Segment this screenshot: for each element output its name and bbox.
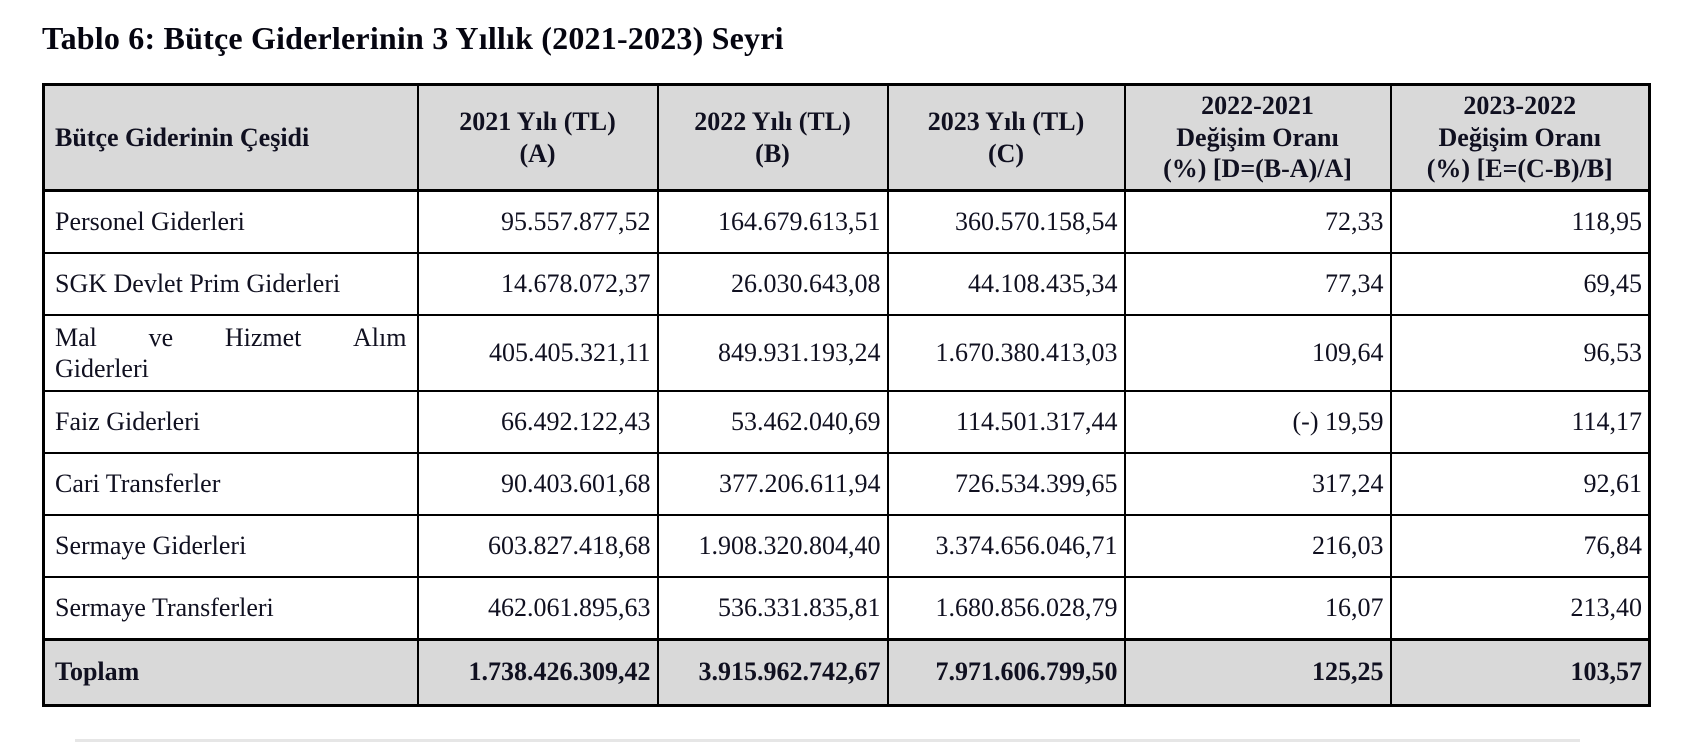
value-cell-2021: 90.403.601,68 (416, 452, 659, 517)
table-header-row: Bütçe Giderinin Çeşidi 2021 Yılı (TL) (A… (42, 83, 1651, 193)
value-cell-change-2022-2021: 109,64 (1123, 313, 1392, 393)
value-cell-change-2022-2021: 216,03 (1123, 514, 1392, 579)
row-label-cell: Sermaye Giderleri (42, 514, 419, 579)
row-label-cell: Sermaye Transferleri (42, 576, 419, 641)
total-value-2021: 1.738.426.309,42 (416, 637, 659, 707)
value-cell-2022: 377.206.611,94 (656, 452, 889, 517)
total-value-2022: 3.915.962.742,67 (656, 637, 889, 707)
table-row: Sermaye Giderleri 603.827.418,68 1.908.3… (42, 514, 1651, 579)
table-row: SGK Devlet Prim Giderleri 14.678.072,37 … (42, 251, 1651, 316)
row-label-cell: Faiz Giderleri (42, 390, 419, 455)
total-value-change-2023-2022: 103,57 (1389, 637, 1651, 707)
row-label-cell: SGK Devlet Prim Giderleri (42, 251, 419, 316)
table-title: Tablo 6: Bütçe Giderlerinin 3 Yıllık (20… (42, 20, 784, 56)
value-cell-2022: 26.030.643,08 (656, 251, 889, 316)
value-cell-2022: 536.331.835,81 (656, 576, 889, 641)
value-cell-change-2022-2021: 16,07 (1123, 576, 1392, 641)
value-cell-2023: 44.108.435,34 (886, 251, 1126, 316)
value-cell-2021: 603.827.418,68 (416, 514, 659, 579)
value-cell-change-2022-2021: (-) 19,59 (1123, 390, 1392, 455)
column-header-change-2023-2022: 2023-2022 Değişim Oranı (%) [E=(C-B)/B] (1389, 83, 1651, 193)
value-cell-change-2023-2022: 96,53 (1389, 313, 1651, 393)
column-header-2023: 2023 Yılı (TL) (C) (886, 83, 1126, 193)
value-cell-2021: 66.492.122,43 (416, 390, 659, 455)
value-cell-change-2023-2022: 76,84 (1389, 514, 1651, 579)
column-header-2022: 2022 Yılı (TL) (B) (656, 83, 889, 193)
value-cell-2021: 462.061.895,63 (416, 576, 659, 641)
value-cell-change-2023-2022: 92,61 (1389, 452, 1651, 517)
total-value-2023: 7.971.606.799,50 (886, 637, 1126, 707)
row-label-cell: Mal ve Hizmet Alım Giderleri (42, 313, 419, 393)
value-cell-change-2022-2021: 317,24 (1123, 452, 1392, 517)
row-label-cell: Cari Transferler (42, 452, 419, 517)
table-row: Sermaye Transferleri 462.061.895,63 536.… (42, 576, 1651, 641)
table-row: Cari Transferler 90.403.601,68 377.206.6… (42, 452, 1651, 517)
value-cell-2022: 849.931.193,24 (656, 313, 889, 393)
value-cell-change-2023-2022: 213,40 (1389, 576, 1651, 641)
row-label-cell: Personel Giderleri (42, 189, 419, 254)
value-cell-2022: 53.462.040,69 (656, 390, 889, 455)
value-cell-2023: 1.670.380.413,03 (886, 313, 1126, 393)
value-cell-change-2022-2021: 77,34 (1123, 251, 1392, 316)
table-row: Personel Giderleri 95.557.877,52 164.679… (42, 189, 1651, 254)
value-cell-2023: 1.680.856.028,79 (886, 576, 1126, 641)
column-header-change-2022-2021: 2022-2021 Değişim Oranı (%) [D=(B-A)/A] (1123, 83, 1392, 193)
value-cell-2021: 14.678.072,37 (416, 251, 659, 316)
table-body: Personel Giderleri 95.557.877,52 164.679… (42, 189, 1651, 641)
table-total-row: Toplam 1.738.426.309,42 3.915.962.742,67… (42, 637, 1651, 707)
total-label-cell: Toplam (42, 637, 419, 707)
value-cell-2022: 164.679.613,51 (656, 189, 889, 254)
value-cell-2023: 3.374.656.046,71 (886, 514, 1126, 579)
total-value-change-2022-2021: 125,25 (1123, 637, 1392, 707)
value-cell-2021: 405.405.321,11 (416, 313, 659, 393)
value-cell-change-2022-2021: 72,33 (1123, 189, 1392, 254)
column-header-expense-type: Bütçe Giderinin Çeşidi (42, 83, 419, 193)
table-row: Mal ve Hizmet Alım Giderleri 405.405.321,11 … (42, 313, 1651, 393)
value-cell-2021: 95.557.877,52 (416, 189, 659, 254)
value-cell-change-2023-2022: 69,45 (1389, 251, 1651, 316)
value-cell-2023: 726.534.399,65 (886, 452, 1126, 517)
value-cell-change-2023-2022: 114,17 (1389, 390, 1651, 455)
value-cell-change-2023-2022: 118,95 (1389, 189, 1651, 254)
value-cell-2023: 114.501.317,44 (886, 390, 1126, 455)
page-bottom-divider (75, 739, 1580, 742)
value-cell-2022: 1.908.320.804,40 (656, 514, 889, 579)
table-row: Faiz Giderleri 66.492.122,43 53.462.040,… (42, 390, 1651, 455)
column-header-2021: 2021 Yılı (TL) (A) (416, 83, 659, 193)
budget-expenditure-table: Bütçe Giderinin Çeşidi 2021 Yılı (TL) (A… (42, 83, 1651, 707)
value-cell-2023: 360.570.158,54 (886, 189, 1126, 254)
